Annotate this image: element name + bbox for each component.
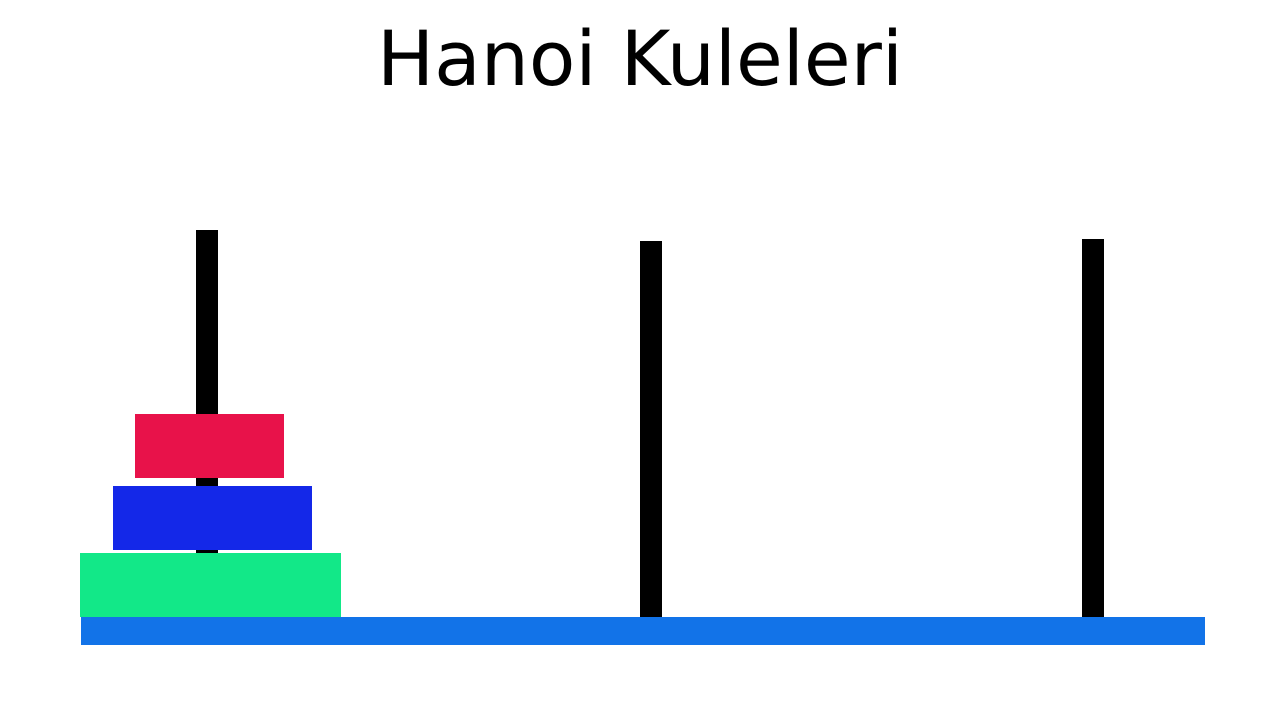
disk-medium[interactable] (113, 486, 312, 550)
game-title: Hanoi Kuleleri (377, 14, 903, 103)
peg-right[interactable] (1082, 239, 1104, 618)
peg-middle[interactable] (640, 241, 662, 618)
disk-small[interactable] (135, 414, 284, 478)
board-base (81, 617, 1205, 645)
disk-large[interactable] (80, 553, 341, 617)
